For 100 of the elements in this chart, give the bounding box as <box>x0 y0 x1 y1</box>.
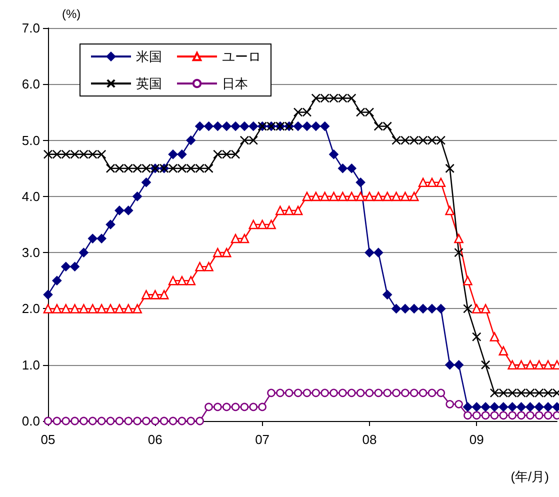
point <box>186 276 196 286</box>
point <box>517 411 526 420</box>
legend-label: ユーロ <box>222 49 261 64</box>
point <box>454 360 464 370</box>
point <box>293 108 303 117</box>
point <box>178 416 186 426</box>
point <box>222 402 231 412</box>
point <box>508 402 517 412</box>
point <box>526 402 535 412</box>
point <box>454 234 464 244</box>
point <box>534 360 544 370</box>
point <box>364 192 374 202</box>
point <box>498 388 508 398</box>
point <box>195 262 204 272</box>
point <box>436 304 446 314</box>
point <box>320 192 330 202</box>
y-axis-title: (%) <box>62 7 81 21</box>
point <box>338 388 347 398</box>
point <box>168 150 178 159</box>
point <box>106 164 116 174</box>
point <box>61 262 71 272</box>
point <box>204 262 214 272</box>
point <box>293 206 303 216</box>
point <box>490 402 500 412</box>
point <box>526 411 534 420</box>
point <box>436 136 446 145</box>
point <box>409 136 419 145</box>
point <box>249 402 258 412</box>
point <box>293 122 303 131</box>
point <box>284 388 294 398</box>
point <box>168 276 178 286</box>
point <box>535 411 544 420</box>
point <box>61 150 71 159</box>
point <box>472 332 482 342</box>
point <box>320 388 329 398</box>
point <box>186 164 196 174</box>
x-tick-label: 07 <box>255 432 270 447</box>
point <box>338 94 348 103</box>
point <box>106 220 116 230</box>
point <box>177 150 187 159</box>
point <box>400 136 410 145</box>
point <box>248 122 258 131</box>
point <box>436 388 446 398</box>
point <box>472 304 482 314</box>
point <box>114 304 124 314</box>
legend-label: 日本 <box>222 76 248 91</box>
point <box>418 388 428 398</box>
point <box>428 388 436 398</box>
point <box>70 304 80 314</box>
point <box>79 304 88 314</box>
point <box>498 402 508 412</box>
point <box>80 416 88 426</box>
y-tick-label: 0.0 <box>22 414 40 428</box>
point <box>526 360 535 370</box>
point <box>61 304 71 314</box>
point <box>374 192 384 202</box>
point <box>534 388 544 398</box>
point <box>213 150 222 159</box>
y-tick-label: 6.0 <box>22 76 40 92</box>
point <box>346 164 356 174</box>
point <box>230 234 240 244</box>
point <box>124 206 134 216</box>
point <box>392 304 401 314</box>
point <box>312 388 320 398</box>
point <box>294 388 302 398</box>
point <box>400 304 410 314</box>
point <box>186 136 196 145</box>
point <box>418 304 428 314</box>
point <box>168 416 178 426</box>
point <box>97 416 106 426</box>
point <box>96 304 106 314</box>
y-tick-label: 2.0 <box>22 301 40 316</box>
point <box>463 304 472 314</box>
point <box>43 290 53 300</box>
point <box>543 402 553 412</box>
point <box>222 122 232 131</box>
legend-label: 英国 <box>136 76 162 91</box>
point <box>240 402 249 412</box>
x-tick-label: 09 <box>469 432 484 447</box>
point <box>364 248 374 258</box>
point <box>516 402 526 412</box>
legend-label: 米国 <box>136 49 162 64</box>
point <box>133 416 142 426</box>
point <box>356 108 366 117</box>
point <box>177 164 187 174</box>
point <box>409 304 419 314</box>
point <box>43 150 53 159</box>
point <box>356 388 365 398</box>
point <box>374 122 384 131</box>
point <box>96 150 106 159</box>
point <box>142 178 151 188</box>
point <box>516 388 526 398</box>
point <box>480 402 490 412</box>
point <box>96 234 106 244</box>
point <box>302 388 312 398</box>
point <box>410 388 418 398</box>
point <box>446 400 454 408</box>
point <box>356 178 366 188</box>
point <box>114 206 124 216</box>
point <box>213 122 222 131</box>
